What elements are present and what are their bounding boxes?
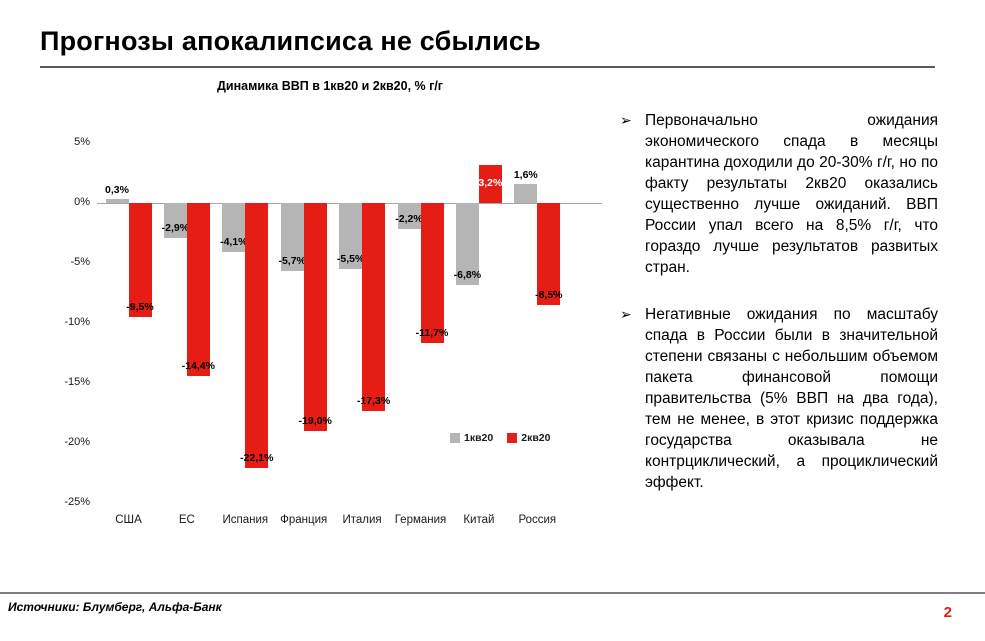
y-axis-tick-label: -5% — [70, 256, 90, 268]
bar-value-label: 1,6% — [513, 168, 538, 181]
title-underline — [40, 66, 935, 68]
bar-value-label: -9,5% — [126, 301, 154, 313]
x-axis-category-label: Италия — [342, 514, 382, 526]
bullet-item-1: ➢ Первоначально ожидания экономического … — [620, 110, 938, 278]
x-axis-category-label: Испания — [222, 514, 269, 526]
bar-2кв20 — [128, 203, 152, 317]
y-axis-tick-label: -20% — [64, 436, 90, 448]
footer-divider — [0, 592, 985, 594]
bar-value-label: -4,1% — [220, 236, 248, 249]
legend-item-2kv20: 2кв20 — [507, 432, 550, 444]
legend-swatch-gray — [450, 433, 460, 443]
bar-value-label: -11,7% — [415, 327, 449, 340]
legend-label-1kv20: 1кв20 — [464, 432, 494, 444]
bar-2кв20 — [537, 203, 561, 305]
x-axis-category-label: Китай — [463, 514, 495, 526]
legend-item-1kv20: 1кв20 — [450, 432, 493, 444]
x-axis-category-label: США — [115, 514, 142, 526]
bar-1кв20 — [514, 183, 538, 203]
bar-1кв20 — [222, 203, 246, 253]
legend-swatch-red — [507, 433, 518, 443]
y-axis-tick-label: -10% — [64, 316, 90, 328]
bar-value-label: -6,8% — [453, 268, 482, 281]
bar-1кв20 — [339, 203, 363, 269]
bar-1кв20 — [280, 203, 304, 272]
y-axis-tick-label: 0% — [74, 196, 90, 208]
bar-2кв20 — [303, 203, 327, 431]
bar-1кв20 — [105, 199, 129, 203]
bullet-text-1: Первоначально ожидания экономического сп… — [645, 112, 938, 276]
bar-2кв20 — [245, 203, 269, 469]
bar-value-label: -2,2% — [395, 213, 423, 226]
y-axis-tick-label: 5% — [74, 136, 90, 148]
bar-2кв20 — [186, 203, 210, 376]
chart-title: Динамика ВВП в 1кв20 и 2кв20, % г/г — [216, 79, 443, 93]
bar-1кв20 — [397, 203, 421, 230]
slide-title: Прогнозы апокалипсиса не сбылись — [40, 26, 541, 56]
bar-value-label: -5,7% — [278, 255, 306, 268]
page-number: 2 — [943, 604, 952, 621]
bar-value-label: -17,3% — [356, 394, 391, 407]
bar-value-label: -22,1% — [240, 452, 274, 465]
x-axis-category-label: Россия — [518, 514, 557, 526]
bullet-arrow-icon: ➢ — [620, 306, 632, 322]
bar-2кв20 — [362, 203, 386, 411]
bar-1кв20 — [455, 203, 479, 285]
bar-1кв20 — [163, 203, 187, 238]
bullet-text-2: Негативные ожидания по масштабу спада в … — [645, 306, 938, 491]
bar-value-label: -2,9% — [161, 221, 190, 234]
commentary-panel: ➢ Первоначально ожидания экономического … — [620, 110, 938, 493]
chart-legend: 1кв20 2кв20 — [450, 432, 550, 444]
x-axis-category-label: ЕС — [178, 514, 195, 526]
legend-label-2kv20: 2кв20 — [521, 432, 551, 444]
bullet-item-2: ➢ Негативные ожидания по масштабу спада … — [620, 304, 938, 493]
footer-source: Источники: Блумберг, Альфа-Банк — [8, 600, 222, 614]
x-axis-category-label: Германия — [394, 514, 447, 526]
y-axis-tick-label: -15% — [64, 376, 90, 388]
bar-value-label: -14,4% — [181, 359, 216, 372]
bar-value-label: -19,0% — [298, 415, 332, 427]
bullet-arrow-icon: ➢ — [620, 112, 632, 128]
bar-2кв20 — [478, 164, 502, 203]
x-axis-category-label: Франция — [280, 514, 328, 526]
y-axis-tick-label: -25% — [64, 496, 90, 508]
bar-value-label: -8,5% — [535, 289, 563, 301]
bar-value-label: -5,5% — [336, 253, 365, 265]
bar-value-label: 3,2% — [478, 176, 503, 189]
bar-2кв20 — [420, 203, 444, 344]
bar-value-label: 0,3% — [105, 184, 129, 197]
